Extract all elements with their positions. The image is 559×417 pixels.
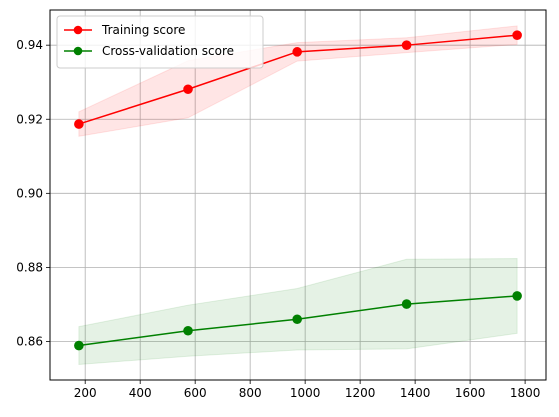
grid-layer: [50, 10, 546, 380]
y-tick-label: 0.92: [16, 112, 43, 126]
x-tick-label: 1200: [345, 386, 376, 400]
x-tick-label: 600: [184, 386, 207, 400]
series-1-point: [183, 325, 193, 336]
series-1-band: [78, 258, 518, 365]
y-tick-label: 0.86: [16, 334, 43, 348]
x-tick-label: 1600: [455, 386, 486, 400]
series-0-point: [401, 40, 412, 50]
marker-layer: [74, 30, 522, 351]
x-tick-label: 1000: [290, 386, 321, 400]
series-1-point: [292, 314, 302, 325]
y-tick-label: 0.90: [16, 186, 43, 200]
x-tick-label: 200: [74, 386, 97, 400]
tick-layer: 200 400 600 800 1000 1200 1400 1600 1800 0.86 0.88…: [16, 38, 540, 400]
legend-label: Training score: [101, 23, 185, 37]
legend-swatch-marker: [73, 25, 83, 35]
y-tick-label: 0.94: [16, 38, 43, 52]
series-0-point: [74, 119, 84, 129]
series-0-point: [292, 47, 302, 57]
x-tick-label: 400: [129, 386, 152, 400]
legend-swatch-marker: [73, 46, 83, 56]
x-tick-label: 1800: [510, 386, 541, 400]
legend-box: [56, 15, 264, 69]
series-0-point: [512, 30, 522, 40]
y-tick-label: 0.88: [16, 260, 43, 274]
x-tick-label: 1400: [400, 386, 431, 400]
x-tick-label: 800: [239, 386, 262, 400]
series-1-point: [74, 340, 84, 351]
axes-frame: [49, 9, 547, 381]
series-1-point: [401, 299, 412, 309]
series-1-point: [512, 291, 522, 301]
legend-label: Cross-validation score: [102, 44, 234, 58]
legend: Training score Cross-validation score: [56, 15, 264, 69]
series-0-point: [183, 84, 193, 95]
